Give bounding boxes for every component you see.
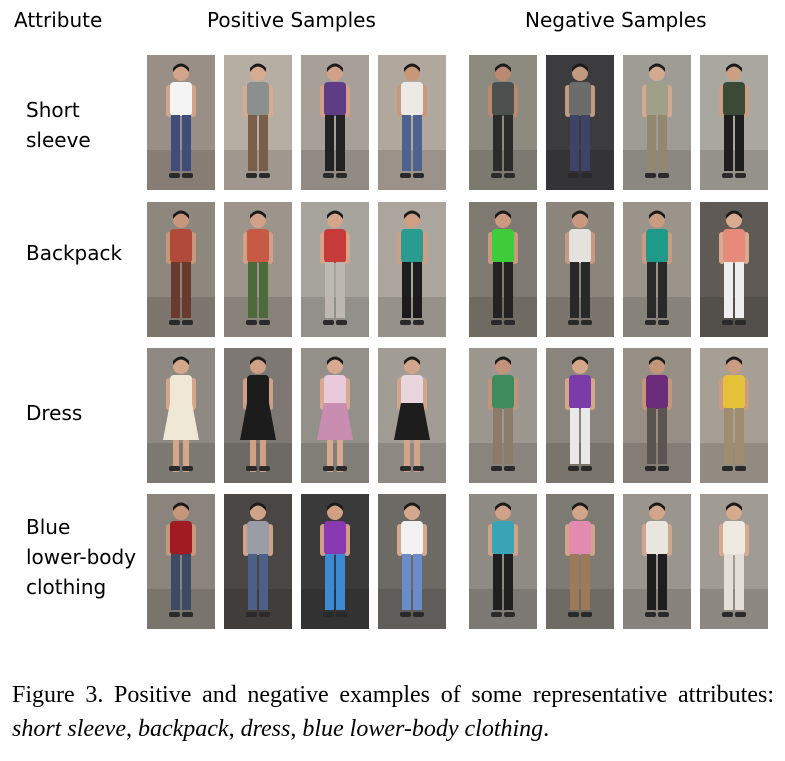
positive-sample-image	[224, 55, 292, 190]
negative-sample-image	[546, 494, 614, 629]
positive-samples	[147, 202, 455, 337]
attribute-label: Short sleeve	[26, 98, 91, 152]
positive-sample-image	[224, 348, 292, 483]
figure-caption: Figure 3. Positive and negative examples…	[12, 678, 774, 746]
negative-sample-image	[700, 55, 768, 190]
negative-sample-image	[623, 348, 691, 483]
attribute-row: Short sleeve	[0, 55, 785, 190]
positive-sample-image	[224, 202, 292, 337]
caption-item-blue-lower-body: blue lower-body clothing	[302, 716, 544, 742]
negative-samples	[469, 494, 777, 629]
negative-sample-image	[623, 494, 691, 629]
positive-sample-image	[378, 55, 446, 190]
caption-separator: ,	[228, 716, 241, 742]
caption-prefix: Figure 3. Positive and negative examples…	[12, 682, 774, 708]
negative-samples	[469, 202, 777, 337]
negative-sample-image	[546, 202, 614, 337]
positive-sample-image	[301, 348, 369, 483]
positive-samples	[147, 494, 455, 629]
positive-sample-image	[147, 55, 215, 190]
caption-item-backpack: backpack	[137, 716, 229, 742]
positive-samples	[147, 348, 455, 483]
positive-sample-image	[378, 202, 446, 337]
positive-sample-image	[224, 494, 292, 629]
negative-sample-image	[469, 55, 537, 190]
positive-sample-image	[147, 202, 215, 337]
negative-sample-image	[546, 55, 614, 190]
negative-sample-image	[700, 494, 768, 629]
negative-samples-header: Negative Samples	[525, 8, 707, 32]
positive-sample-image	[378, 494, 446, 629]
positive-sample-image	[301, 55, 369, 190]
negative-sample-image	[700, 202, 768, 337]
positive-sample-image	[147, 494, 215, 629]
positive-sample-image	[301, 202, 369, 337]
positive-sample-image	[301, 494, 369, 629]
caption-item-short-sleeve: short sleeve	[12, 716, 126, 742]
attribute-label: Backpack	[26, 241, 123, 265]
caption-item-dress: dress	[240, 716, 291, 742]
attribute-row: Backpack	[0, 202, 785, 337]
negative-samples	[469, 348, 777, 483]
attribute-label: Blue lower-body clothing	[26, 515, 137, 599]
caption-separator: ,	[290, 716, 303, 742]
positive-sample-image	[147, 348, 215, 483]
attribute-row: Dress	[0, 348, 785, 483]
negative-sample-image	[469, 202, 537, 337]
attribute-row: Blue lower-body clothing	[0, 494, 785, 629]
attribute-column-header: Attribute	[14, 8, 103, 32]
negative-sample-image	[623, 55, 691, 190]
negative-sample-image	[700, 348, 768, 483]
negative-sample-image	[623, 202, 691, 337]
positive-samples	[147, 55, 455, 190]
negative-samples	[469, 55, 777, 190]
attribute-label: Dress	[26, 401, 83, 425]
positive-sample-image	[378, 348, 446, 483]
caption-separator: ,	[125, 716, 138, 742]
caption-suffix: .	[543, 716, 550, 742]
positive-samples-header: Positive Samples	[207, 8, 376, 32]
negative-sample-image	[469, 494, 537, 629]
negative-sample-image	[546, 348, 614, 483]
negative-sample-image	[469, 348, 537, 483]
